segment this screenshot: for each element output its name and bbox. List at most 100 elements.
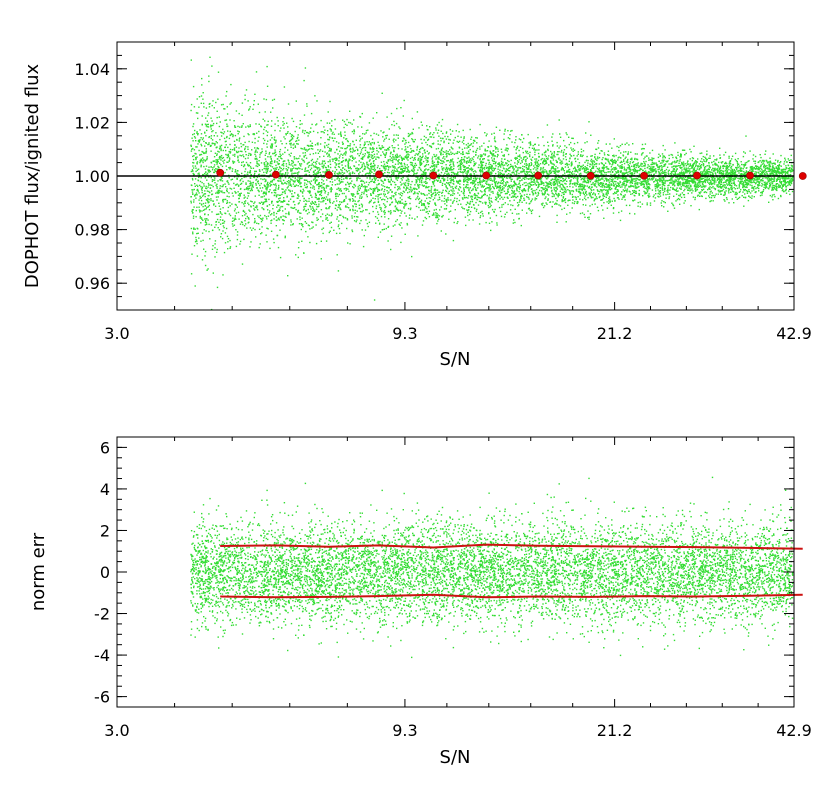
scatter-point <box>473 162 476 165</box>
scatter-point <box>616 145 618 148</box>
scatter-point <box>766 178 768 180</box>
scatter-point <box>633 189 636 192</box>
scatter-point <box>697 194 699 196</box>
scatter-point <box>519 199 522 202</box>
scatter-point <box>385 137 387 139</box>
scatter-point <box>383 228 385 230</box>
scatter-point <box>684 181 687 183</box>
scatter-point <box>370 162 372 165</box>
scatter-point <box>292 147 295 149</box>
scatter-point <box>443 161 445 163</box>
scatter-point <box>476 147 479 150</box>
scatter-point <box>250 184 252 187</box>
scatter-point <box>479 146 481 148</box>
scatter-point <box>469 158 471 160</box>
scatter-point <box>516 213 518 215</box>
scatter-point <box>377 201 380 203</box>
scatter-point <box>761 168 763 171</box>
scatter-point <box>254 147 256 149</box>
scatter-point <box>229 119 231 121</box>
scatter-point <box>758 167 761 169</box>
scatter-point <box>500 164 502 166</box>
scatter-point <box>741 163 743 166</box>
scatter-point <box>515 182 517 185</box>
scatter-point <box>402 115 404 117</box>
scatter-point <box>576 141 579 144</box>
scatter-point <box>391 190 393 193</box>
scatter-point <box>416 188 418 190</box>
scatter-point <box>191 191 194 193</box>
scatter-point <box>327 161 329 163</box>
scatter-point <box>217 165 219 168</box>
scatter-point <box>763 170 765 172</box>
scatter-point <box>282 179 285 182</box>
scatter-point <box>608 188 611 190</box>
scatter-point <box>629 212 631 215</box>
scatter-point <box>417 183 419 186</box>
scatter-point <box>644 156 646 158</box>
scatter-point <box>508 160 510 163</box>
scatter-point <box>471 198 474 201</box>
scatter-point <box>488 212 490 214</box>
scatter-point <box>354 196 356 198</box>
scatter-point <box>387 218 390 220</box>
scatter-point <box>201 189 203 192</box>
scatter-point <box>768 167 770 170</box>
scatter-point <box>629 173 631 175</box>
scatter-point <box>719 167 722 169</box>
scatter-point <box>734 173 736 175</box>
scatter-point <box>646 185 648 187</box>
scatter-point <box>558 119 560 121</box>
scatter-point <box>427 153 430 155</box>
scatter-point <box>527 133 529 136</box>
scatter-point <box>293 143 295 145</box>
scatter-point <box>607 154 609 156</box>
scatter-point <box>438 194 440 196</box>
scatter-point <box>352 186 354 188</box>
scatter-point <box>501 151 503 153</box>
scatter-point <box>376 186 378 189</box>
scatter-point <box>236 177 238 179</box>
scatter-point <box>679 166 681 169</box>
scatter-point <box>635 186 637 188</box>
scatter-point <box>728 169 730 171</box>
scatter-point <box>388 165 390 168</box>
scatter-point <box>194 165 197 167</box>
scatter-point <box>387 225 390 228</box>
scatter-point <box>277 179 279 182</box>
scatter-point <box>390 198 393 200</box>
scatter-point <box>536 170 539 172</box>
scatter-point <box>289 182 291 184</box>
scatter-point <box>382 174 385 176</box>
scatter-point <box>400 212 402 214</box>
scatter-point <box>279 151 281 153</box>
scatter-point <box>243 135 245 138</box>
scatter-point <box>352 206 354 208</box>
scatter-point <box>207 126 210 128</box>
scatter-point <box>326 144 328 147</box>
scatter-point <box>304 130 306 132</box>
scatter-point <box>244 168 247 170</box>
scatter-point <box>422 171 425 174</box>
scatter-point <box>484 150 486 152</box>
scatter-point <box>630 172 632 174</box>
scatter-point <box>688 187 690 189</box>
scatter-point <box>551 163 553 165</box>
scatter-point <box>220 178 222 180</box>
scatter-point <box>549 160 552 162</box>
scatter-point <box>612 207 615 209</box>
scatter-point <box>289 139 291 142</box>
scatter-point <box>320 216 322 218</box>
scatter-point <box>485 201 487 204</box>
scatter-point <box>538 215 541 218</box>
scatter-point <box>205 187 207 189</box>
scatter-point <box>663 179 665 181</box>
scatter-point <box>542 162 544 165</box>
scatter-point <box>518 204 520 206</box>
scatter-point <box>477 181 479 184</box>
scatter-point <box>509 134 511 136</box>
scatter-point <box>513 185 515 187</box>
scatter-point <box>492 160 494 162</box>
scatter-point <box>251 201 253 203</box>
scatter-point <box>253 202 255 205</box>
